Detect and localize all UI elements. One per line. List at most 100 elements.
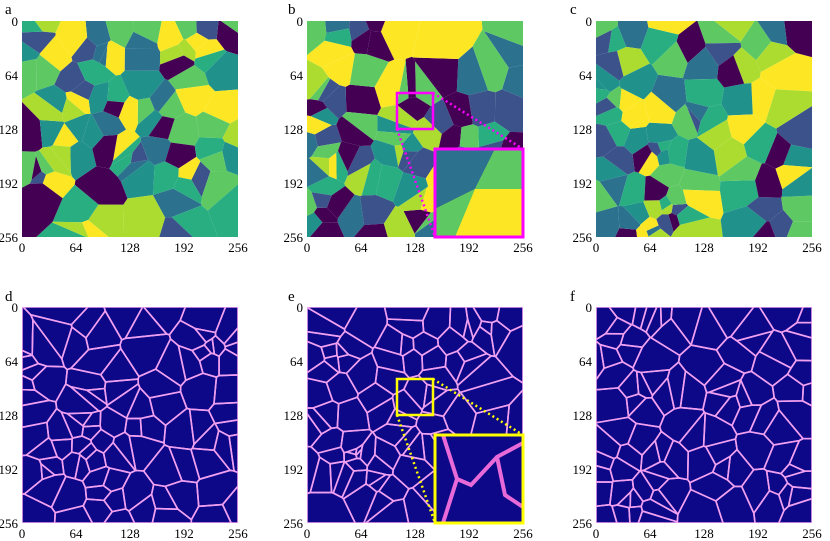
grain [74,166,128,205]
grain [159,44,184,65]
grain [606,86,622,109]
grain-boundary [74,453,91,482]
grain [682,189,724,220]
x-tick-label: 64 [354,526,368,541]
grain-boundary [168,319,207,352]
grain-boundary [323,354,341,374]
grain [670,217,723,237]
grain [608,25,627,53]
grain [345,84,382,116]
grain [194,137,225,160]
grain [599,174,628,207]
grain [321,52,355,87]
grain [309,156,330,177]
grain-image [307,21,523,237]
grain-boundary [342,483,378,523]
grain [733,47,761,84]
grain [759,52,812,92]
grain [615,228,638,237]
y-tick-label: 256 [0,230,18,245]
grain [472,29,509,93]
x-tick-label: 192 [174,240,194,255]
grain [326,186,355,219]
grain [70,80,95,100]
grain [347,145,375,176]
y-tick-label: 128 [0,408,18,423]
grain-boundary [137,368,182,399]
grain [751,77,776,123]
grain [88,81,109,115]
grain [322,85,347,119]
grain [185,32,209,52]
grain [676,205,711,225]
grain-boundary [678,411,707,453]
grain [178,156,201,180]
grain [173,177,202,205]
grain [619,171,646,207]
grain [222,118,238,148]
grain [645,122,679,144]
grain [705,42,742,67]
grain [697,103,728,137]
grain-boundary [658,406,706,444]
grain-boundary [462,318,474,343]
grain [65,91,91,115]
panel-letter: b [288,2,296,18]
grain [307,40,354,68]
grain [775,164,812,190]
grain [468,90,496,127]
grain [168,112,200,146]
grain [405,56,416,99]
grain [168,64,210,90]
grain [140,135,171,166]
grain [596,50,624,81]
grain [158,90,186,119]
y-tick-label: 256 [572,230,593,245]
y-tick-label: 256 [0,516,18,531]
grain [349,21,370,42]
grain [668,212,680,232]
grain-boundary [639,439,662,472]
grain [596,179,618,213]
x-tick-label: 192 [459,240,479,255]
grain [34,84,67,114]
y-tick-label: 192 [283,462,304,477]
grain [659,195,672,211]
grain [644,175,669,201]
grain [22,41,40,62]
grain [318,78,340,102]
y-tick-label: 64 [290,354,303,369]
grain [92,42,109,63]
grain [165,142,197,169]
grain [109,152,133,177]
grain [366,30,395,62]
grain [640,216,659,231]
y-tick-label: 0 [11,300,19,315]
grain [617,21,649,49]
grain [697,21,741,44]
grain-image [596,21,812,237]
grain [361,158,382,196]
grain [671,103,698,140]
grain [605,120,631,147]
boundary-image [307,307,523,523]
grain [112,129,140,161]
grain [313,207,338,223]
x-tick-label: 64 [643,240,657,255]
grain [752,221,776,237]
grain-boundary [596,481,614,508]
grain [651,41,688,79]
grain [646,225,661,237]
y-tick-label: 128 [0,122,18,137]
x-tick-label: 128 [120,240,140,255]
y-tick-label: 256 [283,230,304,245]
panel-letter: f [570,289,575,305]
y-tick-label: 128 [283,408,304,423]
grain [311,192,332,208]
grain [55,21,88,58]
y-tick-label: 64 [290,68,303,83]
grain [64,113,91,142]
grain-map-b [307,21,523,237]
grain [617,205,641,230]
grain [412,21,483,60]
